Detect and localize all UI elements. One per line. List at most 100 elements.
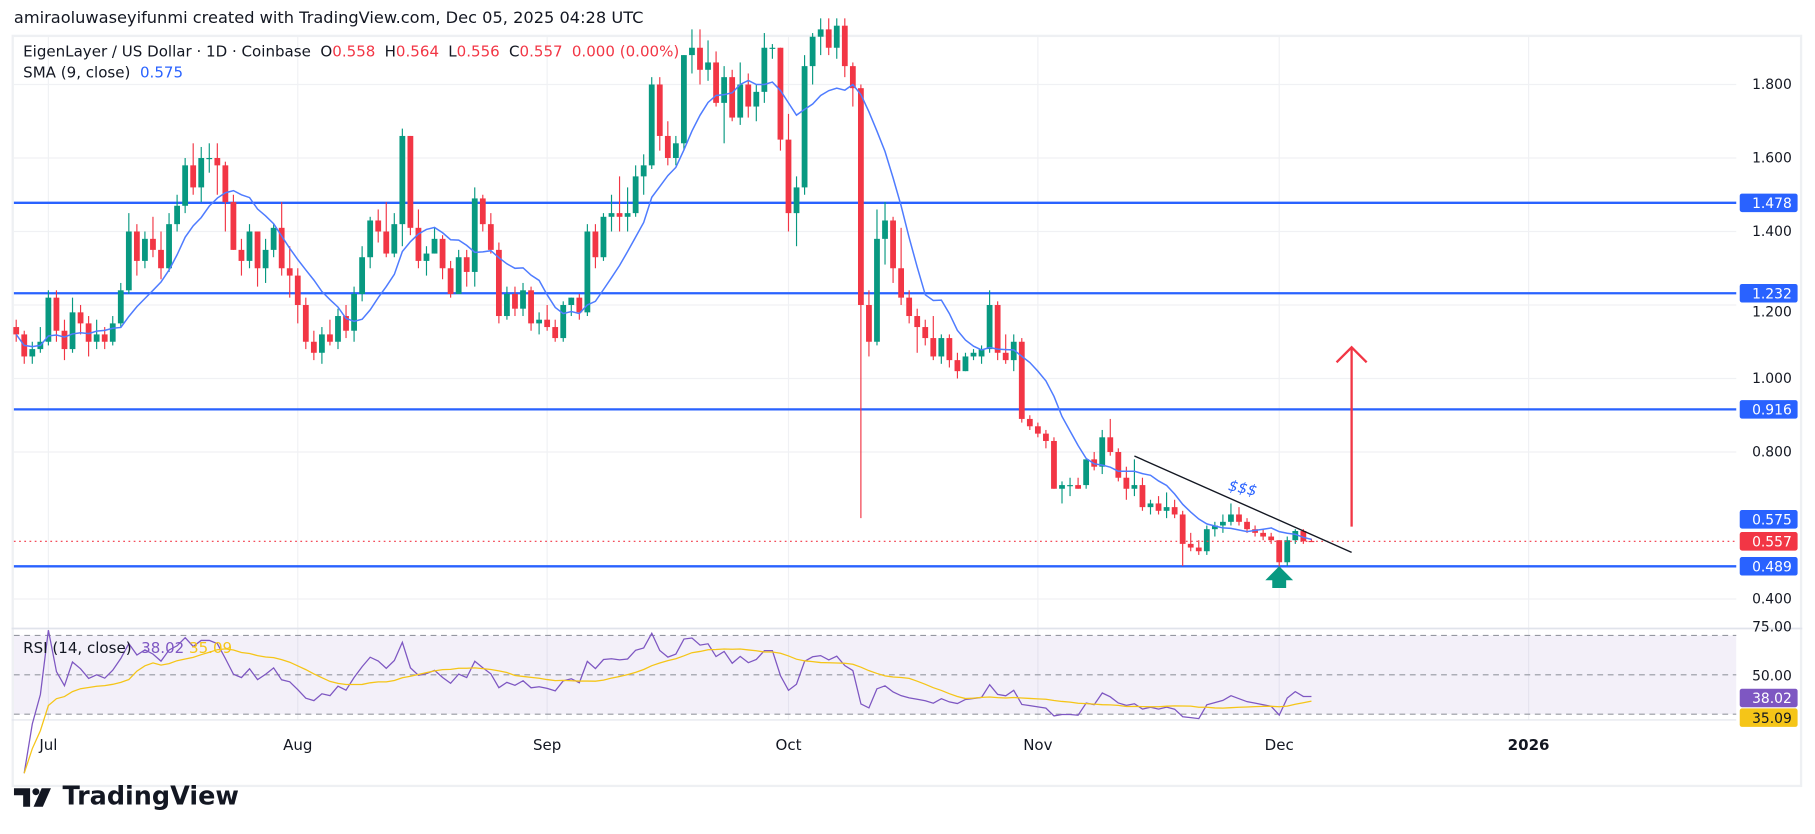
candle-body — [182, 165, 189, 206]
candle-body — [729, 77, 736, 118]
candle — [431, 227, 438, 254]
candle — [640, 154, 647, 195]
candle-body — [447, 268, 454, 294]
candle-body — [825, 29, 832, 48]
candle-body — [1083, 459, 1090, 486]
candle — [1284, 536, 1291, 566]
candle-body — [166, 224, 172, 269]
candle-body — [970, 352, 977, 357]
candle — [648, 77, 655, 170]
sma-legend[interactable]: SMA (9, close) 0.575 — [23, 65, 183, 82]
candle — [986, 290, 993, 353]
candle — [922, 319, 929, 346]
candle-body — [592, 231, 599, 258]
candle-body — [632, 176, 639, 214]
candle — [29, 341, 36, 364]
candle-body — [809, 36, 816, 67]
candle-body — [1026, 418, 1033, 427]
candle-body — [391, 224, 398, 254]
candle-body — [1067, 485, 1073, 487]
candle — [504, 286, 510, 320]
candle — [310, 330, 317, 361]
candle — [214, 143, 221, 195]
candle — [1034, 422, 1041, 438]
grid — [13, 37, 1737, 720]
candle-body — [584, 231, 591, 313]
sma-label: SMA (9, close) — [23, 64, 131, 83]
candle-body — [1123, 477, 1130, 489]
candle — [109, 316, 116, 346]
candle — [938, 334, 945, 364]
candle-body — [1034, 426, 1041, 434]
candle-body — [479, 198, 486, 225]
close-label: C — [509, 43, 520, 62]
candle — [1075, 477, 1081, 489]
candle-body — [841, 25, 848, 67]
candle — [1091, 452, 1098, 471]
candle-body — [520, 290, 526, 309]
close-value: 0.557 — [519, 43, 563, 62]
candle — [697, 29, 703, 85]
candle-body — [849, 66, 856, 89]
candle-body — [125, 231, 132, 291]
candle — [729, 69, 736, 122]
candle-body — [1155, 503, 1162, 511]
candle-body — [270, 227, 277, 250]
candle-body — [431, 238, 438, 254]
candle — [198, 146, 205, 203]
candle — [1187, 532, 1194, 552]
candle-body — [1236, 514, 1242, 522]
candle-body — [737, 84, 744, 118]
rsi-value-tag: 38.02 — [1752, 691, 1792, 707]
candle — [1171, 499, 1178, 519]
rsi-legend[interactable]: RSI (14, close) 38.02 35.09 — [23, 640, 232, 657]
candle — [262, 238, 269, 283]
time-tick-label: Jul — [38, 736, 57, 754]
candle-body — [335, 316, 341, 342]
candle-body — [1043, 433, 1049, 441]
time-tick-label: Dec — [1265, 736, 1294, 754]
price-tick-label: 1.000 — [1752, 371, 1792, 387]
candle-body — [174, 205, 180, 225]
level-price-tag-bg — [1739, 557, 1798, 576]
candle-body — [407, 135, 414, 228]
candle-body — [994, 305, 1001, 353]
candle-body — [29, 349, 36, 357]
candle — [479, 194, 486, 232]
candle — [946, 334, 953, 368]
price-axis: 1.800 1.600 1.400 1.200 1.000 0.800 0.400 75.00… — [1739, 77, 1798, 727]
candle-body — [1211, 525, 1218, 530]
candle — [954, 352, 961, 379]
candle-body — [1051, 440, 1057, 489]
level-price-tag: 0.916 — [1752, 403, 1792, 419]
candle — [560, 301, 567, 342]
candle — [1067, 477, 1073, 497]
candle-body — [962, 356, 969, 372]
candle-body — [142, 238, 148, 261]
candle-body — [286, 268, 293, 276]
candle — [994, 301, 1001, 361]
candle-body — [1203, 529, 1210, 552]
candle — [1268, 532, 1275, 544]
tradingview-logo[interactable]: TradingView — [13, 782, 239, 811]
rsi-ma-value: 35.09 — [189, 640, 233, 658]
candle — [37, 327, 44, 353]
candle — [1139, 477, 1146, 511]
last-price-tag-bg — [1739, 532, 1798, 551]
candle — [150, 216, 156, 258]
candle — [793, 176, 800, 247]
candle — [142, 231, 148, 269]
candle-body — [375, 220, 382, 232]
candle — [415, 209, 422, 269]
candle — [825, 18, 832, 56]
candle-body — [1059, 485, 1065, 489]
candle-body — [1010, 341, 1017, 361]
candle — [592, 224, 599, 269]
candle-body — [874, 238, 880, 342]
candle — [1051, 437, 1057, 489]
symbol-name[interactable]: EigenLayer / US Dollar · 1D · Coinbase — [23, 43, 311, 62]
candle — [53, 290, 60, 342]
candle — [1026, 415, 1033, 430]
candle — [1179, 510, 1186, 566]
